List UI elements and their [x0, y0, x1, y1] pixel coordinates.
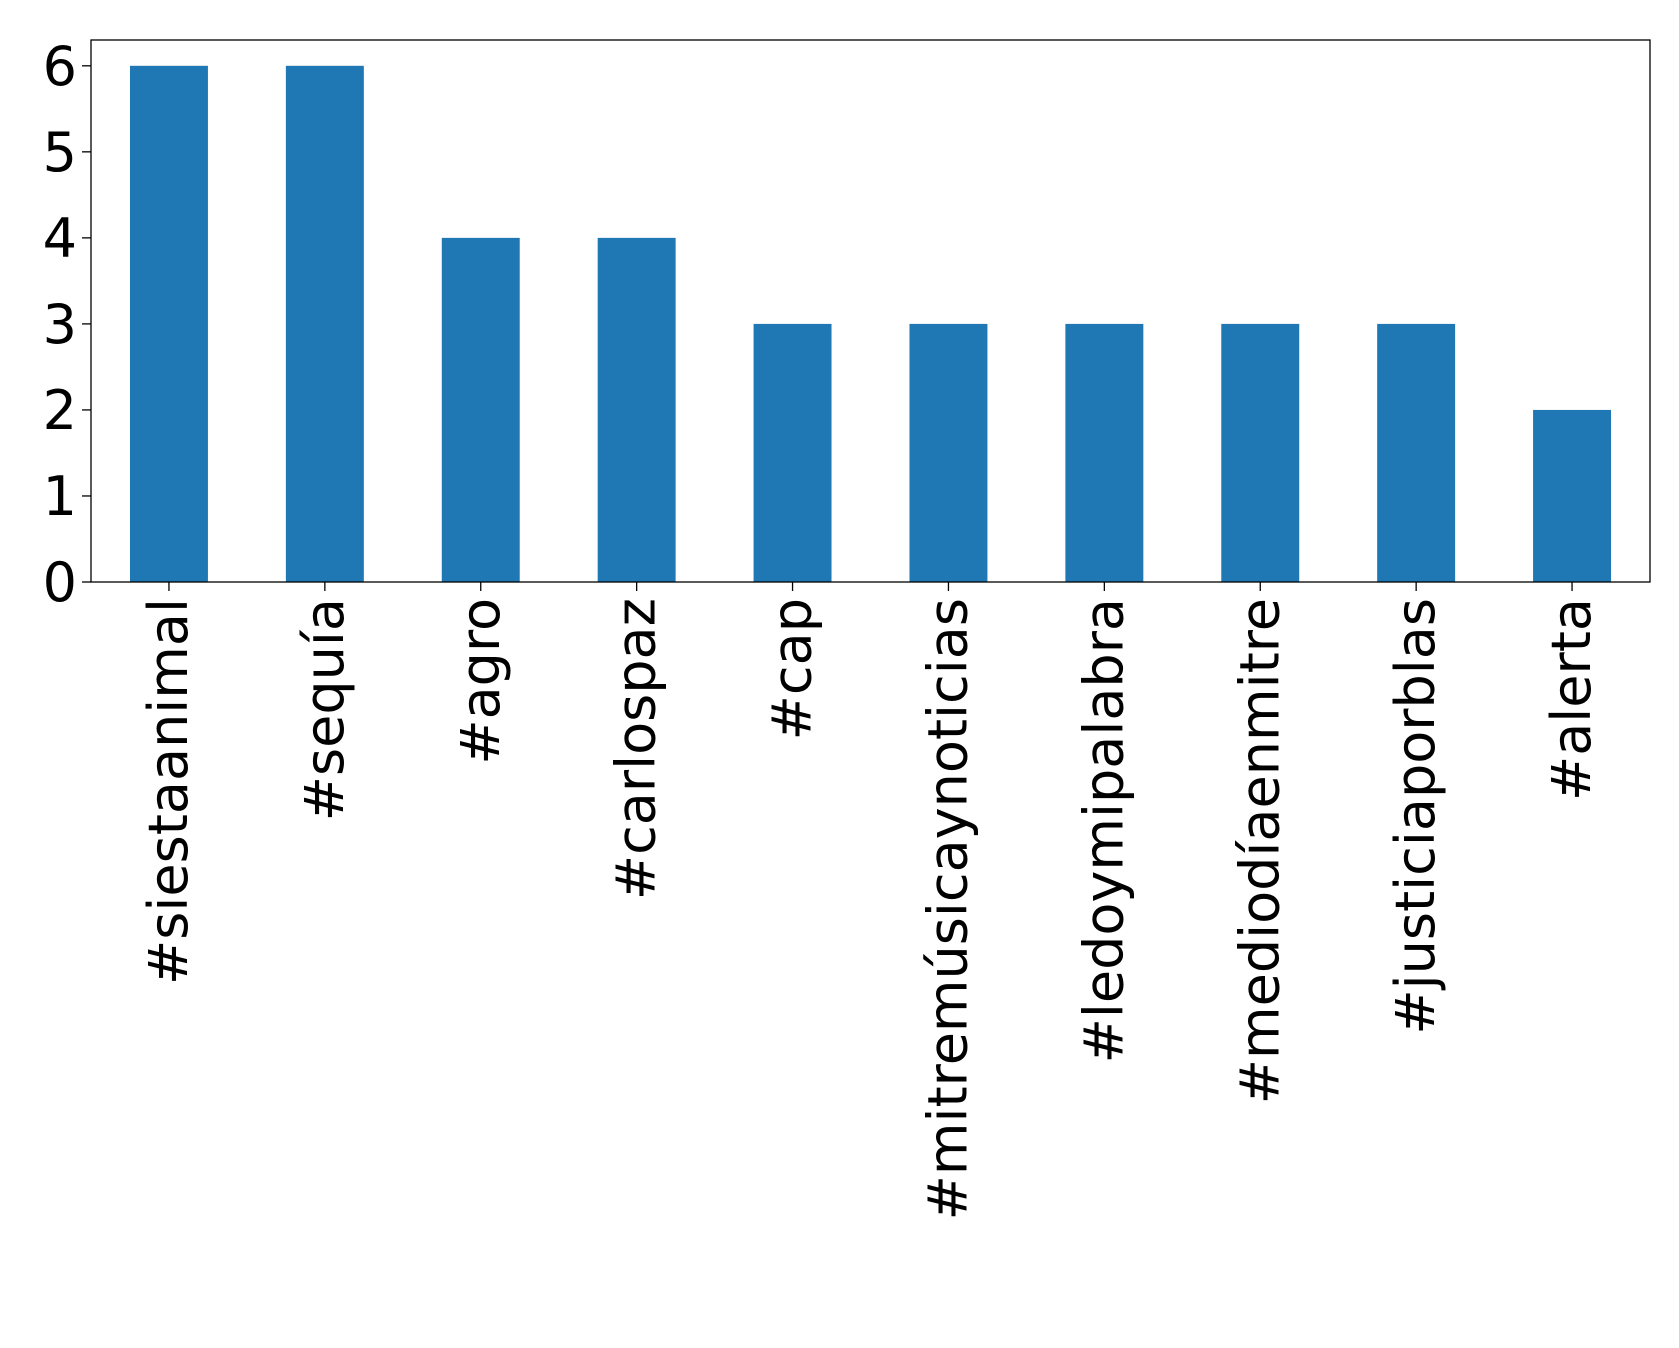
x-tick-label: #mediodíaenmitre — [1228, 598, 1291, 1104]
x-tick-label: #mitremúsicaynoticias — [916, 598, 979, 1220]
y-tick-label: 5 — [43, 121, 77, 184]
x-tick-label: #alerta — [1540, 598, 1603, 801]
y-tick-label: 6 — [43, 35, 77, 98]
bar-3 — [597, 237, 676, 582]
x-tick-label: #siestaanimal — [137, 598, 200, 985]
x-tick-label: #sequía — [293, 598, 356, 821]
x-axis: #siestaanimal #sequía #agro #carlospaz #cap #… — [137, 582, 1603, 1220]
x-tick-label: #carlospaz — [605, 598, 668, 900]
x-tick-label: #ledoymipalabra — [1072, 598, 1135, 1063]
y-tick-label: 3 — [43, 293, 77, 356]
x-tick-label: #justiciaporblas — [1384, 598, 1447, 1035]
y-tick-label: 0 — [43, 551, 77, 614]
x-tick-label: #cap — [761, 598, 824, 740]
bar-6 — [1065, 323, 1144, 582]
bars-group — [129, 65, 1612, 583]
bar-9 — [1533, 409, 1612, 582]
y-tick-label: 4 — [43, 207, 77, 270]
bar-8 — [1377, 323, 1456, 582]
bar-7 — [1221, 323, 1300, 582]
bar-4 — [753, 323, 832, 582]
x-tick-label: #agro — [449, 598, 512, 765]
bar-1 — [285, 65, 364, 583]
y-axis: 0 1 2 3 4 5 6 — [43, 35, 91, 614]
bar-0 — [129, 65, 208, 583]
bar-5 — [909, 323, 988, 582]
y-tick-label: 2 — [43, 379, 77, 442]
bar-2 — [441, 237, 520, 582]
plot-frame — [90, 39, 1651, 583]
y-tick-label: 1 — [43, 465, 77, 528]
